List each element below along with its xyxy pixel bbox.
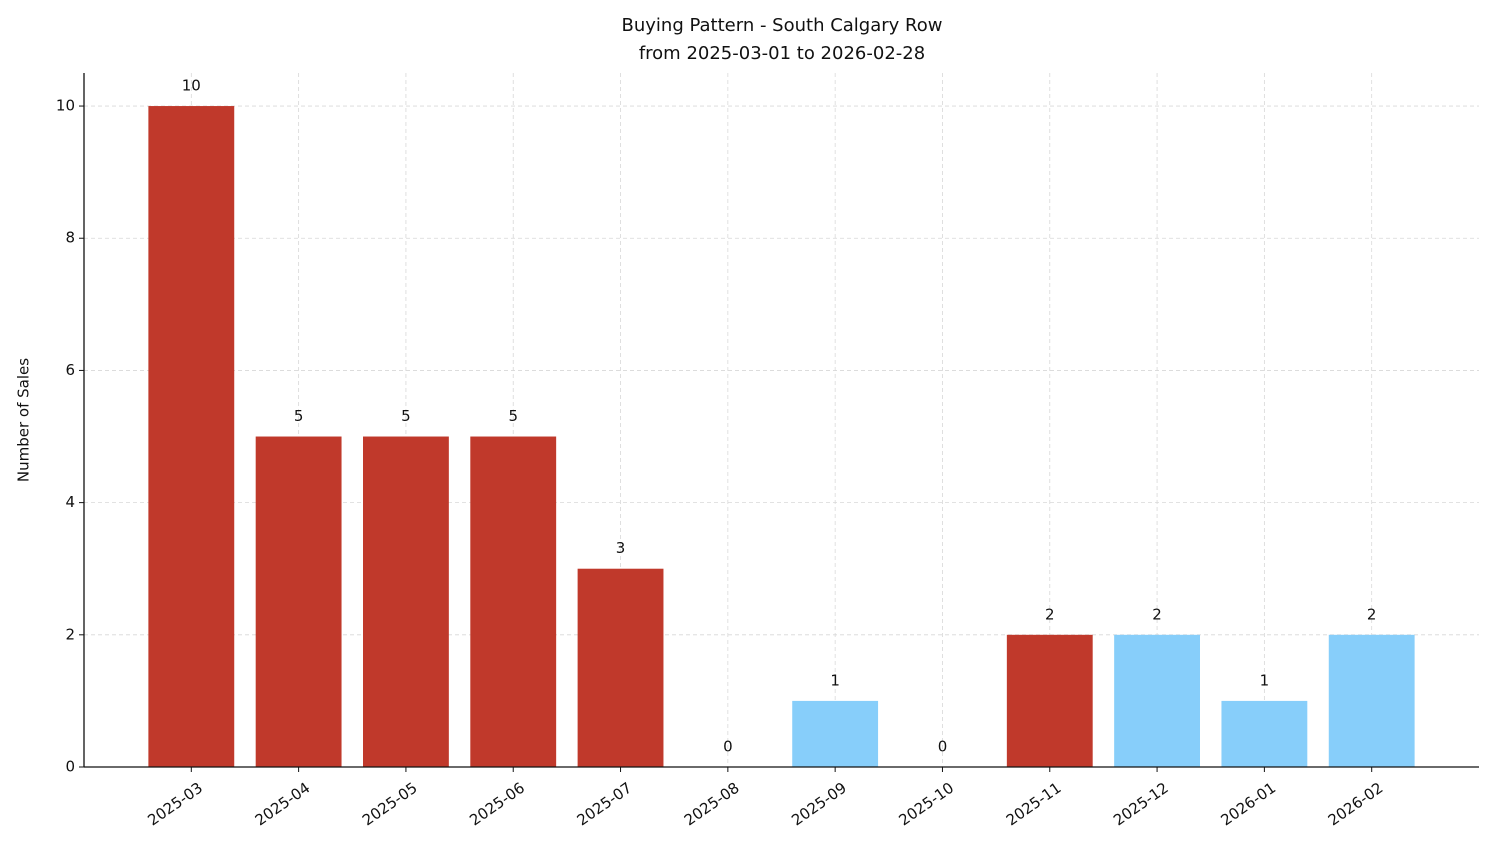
value-label: 0 <box>723 738 733 756</box>
chart-title: Buying Pattern - South Calgary Row <box>622 15 943 36</box>
x-tick-label: 2025-03 <box>144 779 206 830</box>
bar <box>148 106 235 768</box>
chart-subtitle: from 2025-03-01 to 2026-02-28 <box>639 43 925 64</box>
bar <box>1221 700 1308 767</box>
bar <box>363 436 449 767</box>
x-tick-label: 2026-02 <box>1325 779 1387 830</box>
bar <box>1114 634 1200 767</box>
bar <box>1006 634 1093 767</box>
x-tick-label: 2025-04 <box>252 779 314 830</box>
y-tick-label: 10 <box>56 97 75 115</box>
x-tick-label: 2025-11 <box>1003 779 1065 830</box>
y-tick-label: 2 <box>65 625 75 643</box>
bar <box>470 436 557 767</box>
x-tick-label: 2025-06 <box>466 779 528 830</box>
bar <box>577 568 664 767</box>
value-label: 2 <box>1045 605 1055 623</box>
value-label: 5 <box>294 407 304 425</box>
x-tick-label: 2025-07 <box>574 779 636 830</box>
y-tick-label: 0 <box>65 758 75 776</box>
x-tick-label: 2026-01 <box>1217 779 1279 830</box>
bar <box>1328 634 1415 767</box>
x-tick-label: 2025-10 <box>896 779 958 830</box>
value-label: 0 <box>938 738 948 756</box>
value-label: 2 <box>1367 605 1377 623</box>
x-tick-label: 2025-12 <box>1110 779 1172 830</box>
x-tick-label: 2025-08 <box>681 779 743 830</box>
value-label: 1 <box>830 671 840 689</box>
value-label: 2 <box>1152 605 1162 623</box>
x-tick-label: 2025-09 <box>788 779 850 830</box>
y-tick-label: 6 <box>65 361 75 379</box>
bar <box>255 436 342 767</box>
value-label: 10 <box>182 77 201 95</box>
value-label: 5 <box>401 407 411 425</box>
y-axis-label: Number of Sales <box>15 358 33 482</box>
value-label: 1 <box>1260 671 1270 689</box>
value-label: 3 <box>616 539 626 557</box>
y-tick-label: 4 <box>65 493 75 511</box>
y-tick-label: 8 <box>65 229 75 247</box>
bar <box>792 700 879 767</box>
value-label: 5 <box>508 407 518 425</box>
x-tick-label: 2025-05 <box>359 779 421 830</box>
